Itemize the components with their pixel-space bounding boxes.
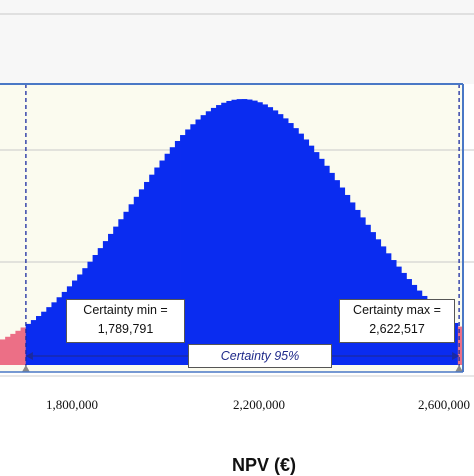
histogram-bar xyxy=(313,152,320,365)
histogram-bar xyxy=(25,323,32,365)
histogram-bar xyxy=(36,316,42,365)
histogram-bar xyxy=(128,204,135,365)
histogram-bar xyxy=(298,133,304,365)
histogram-bar xyxy=(293,128,299,365)
histogram-bar xyxy=(205,111,212,365)
certainty-grabber-left xyxy=(21,365,30,372)
histogram-bar xyxy=(308,145,315,365)
certainty-min-label: Certainty min = 1,789,791 xyxy=(66,299,185,343)
histogram-bar xyxy=(10,333,16,365)
histogram-bar xyxy=(20,327,27,365)
histogram-bar xyxy=(262,104,268,366)
histogram-bar xyxy=(61,291,68,365)
histogram-bar xyxy=(216,105,222,365)
histogram-bar xyxy=(236,99,243,366)
histogram-bar xyxy=(282,118,289,366)
x-tick-label: 1,800,000 xyxy=(46,397,98,412)
histogram-bar xyxy=(159,160,166,365)
histogram-bar xyxy=(329,172,335,365)
x-tick-label: 2,200,000 xyxy=(233,397,285,412)
certainty-arrow-right xyxy=(452,352,460,360)
outer-background xyxy=(0,0,474,84)
histogram-bar xyxy=(324,165,330,365)
certainty-max-text: Certainty max = xyxy=(353,303,441,317)
histogram-bar xyxy=(113,226,119,365)
histogram-bar xyxy=(30,320,37,365)
histogram-bar xyxy=(277,114,284,366)
histogram-bar xyxy=(457,326,464,365)
histogram-bar xyxy=(226,100,232,365)
histogram-bar xyxy=(318,158,325,365)
histogram-bar xyxy=(144,181,150,365)
histogram-bar xyxy=(123,211,130,365)
certainty-min-text: Certainty min = xyxy=(83,303,168,317)
histogram-bar xyxy=(344,194,351,365)
histogram-bar xyxy=(349,202,356,365)
histogram-bar xyxy=(452,322,459,365)
histogram-bar xyxy=(288,123,294,365)
histogram-bar xyxy=(133,196,140,365)
certainty-max-value: 2,622,517 xyxy=(369,322,425,336)
histogram-bar xyxy=(51,302,57,365)
histogram-bar xyxy=(46,307,52,365)
histogram-bar xyxy=(15,330,21,365)
histogram-bar xyxy=(190,124,196,366)
certainty-min-value: 1,789,791 xyxy=(97,322,154,336)
histogram-bar xyxy=(149,174,155,365)
histogram-bar xyxy=(354,209,361,365)
histogram-bar xyxy=(241,99,248,365)
histogram-bar xyxy=(246,99,253,365)
histogram-bar xyxy=(118,219,124,365)
histogram-bar xyxy=(195,119,202,366)
certainty-max-label: Certainty max = 2,622,517 xyxy=(339,299,455,343)
certainty-grabber-right xyxy=(455,365,464,372)
histogram-bar xyxy=(365,224,371,365)
x-tick-label: 2,600,000 xyxy=(418,397,470,412)
histogram-bar xyxy=(334,180,340,365)
histogram-bar xyxy=(164,153,171,365)
histogram-bar xyxy=(200,115,207,366)
histogram-bar xyxy=(180,135,186,365)
histogram-bar xyxy=(252,100,258,366)
histogram-bar xyxy=(267,107,274,365)
histogram-bar xyxy=(56,297,63,365)
histogram-bar xyxy=(257,102,263,365)
histogram-bar xyxy=(272,110,279,366)
histogram-bar xyxy=(185,129,191,365)
histogram-bar xyxy=(174,140,181,365)
histogram-bar xyxy=(138,189,145,365)
histogram-bar xyxy=(221,102,227,366)
certainty-percent-label: Certainty 95% xyxy=(188,344,332,368)
histogram-bar xyxy=(303,139,310,365)
histogram-bar xyxy=(231,99,238,365)
histogram-bar xyxy=(154,167,160,365)
histogram-bar xyxy=(339,187,346,365)
histogram-bar xyxy=(370,232,376,365)
histogram-bar xyxy=(360,217,366,365)
histogram-bar xyxy=(210,107,217,365)
certainty-arrow-left xyxy=(25,352,33,360)
histogram-bar xyxy=(41,311,47,365)
histogram-bar xyxy=(5,336,11,365)
x-axis-label: NPV (€) xyxy=(231,455,297,475)
histogram-bar xyxy=(169,147,176,365)
histogram-bar xyxy=(0,339,6,365)
